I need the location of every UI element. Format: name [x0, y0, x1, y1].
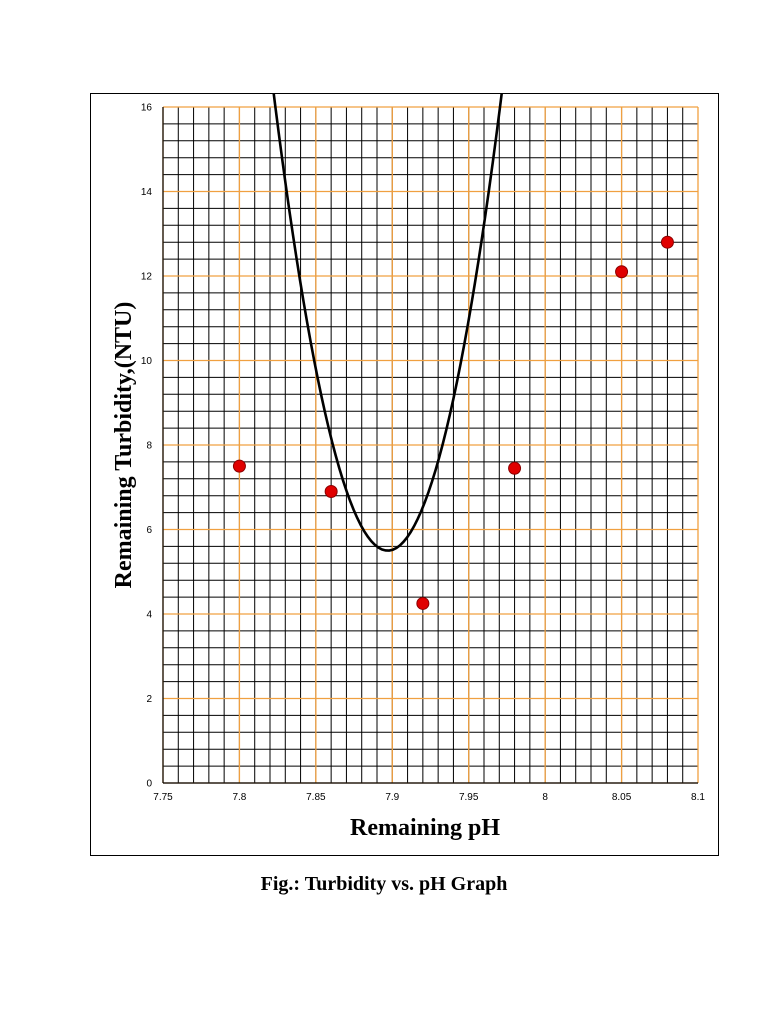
- y-tick-label: 6: [146, 525, 152, 536]
- y-tick-label: 14: [141, 187, 153, 198]
- y-tick-label: 8: [146, 441, 152, 452]
- x-tick-label: 7.85: [306, 792, 326, 803]
- x-tick-label: 7.95: [459, 792, 479, 803]
- y-tick-label: 12: [141, 272, 153, 283]
- data-point: [508, 461, 522, 475]
- y-axis-title: Remaining Turbidity,(NTU): [111, 302, 137, 589]
- trendline-layer: [272, 94, 503, 552]
- y-tick-label: 10: [141, 356, 153, 367]
- x-tick-label: 8.1: [691, 792, 705, 803]
- y-tick-label: 2: [146, 694, 152, 705]
- data-point: [660, 235, 674, 249]
- data-point: [324, 484, 338, 498]
- x-tick-label: 8.05: [612, 792, 632, 803]
- data-point: [615, 265, 629, 279]
- figure-caption: Fig.: Turbidity vs. pH Graph: [260, 873, 508, 895]
- trendline: [272, 94, 503, 552]
- turbidity-ph-chart: 7.75 7.8 7.85 7.9 7.95 8 8.05 8.10246810121416 …: [111, 94, 706, 841]
- x-axis-title: Remaining pH: [350, 815, 500, 841]
- y-tick-label: 16: [141, 103, 153, 114]
- chart-frame: 7.75 7.8 7.85 7.9 7.95 8 8.05 8.1 0 2 4 6 8 10 12 14 16 …: [90, 93, 719, 856]
- data-point: [232, 459, 246, 473]
- x-tick-label: 7.75: [153, 792, 173, 803]
- data-points: [232, 235, 674, 610]
- major-grid: [162, 106, 699, 784]
- x-tick-label: 7.9: [385, 792, 399, 803]
- y-tick-label: 0: [146, 779, 152, 790]
- x-tick-label: 8: [542, 792, 548, 803]
- data-point: [416, 596, 430, 610]
- x-tick-label: 7.8: [232, 792, 246, 803]
- axes: [162, 107, 698, 784]
- tick-labels: 7.75 7.8 7.85 7.9 7.95 8 8.05 8.1 0 2 4 6 8 10 12 14 16: [141, 103, 706, 804]
- y-tick-label: 4: [146, 610, 152, 621]
